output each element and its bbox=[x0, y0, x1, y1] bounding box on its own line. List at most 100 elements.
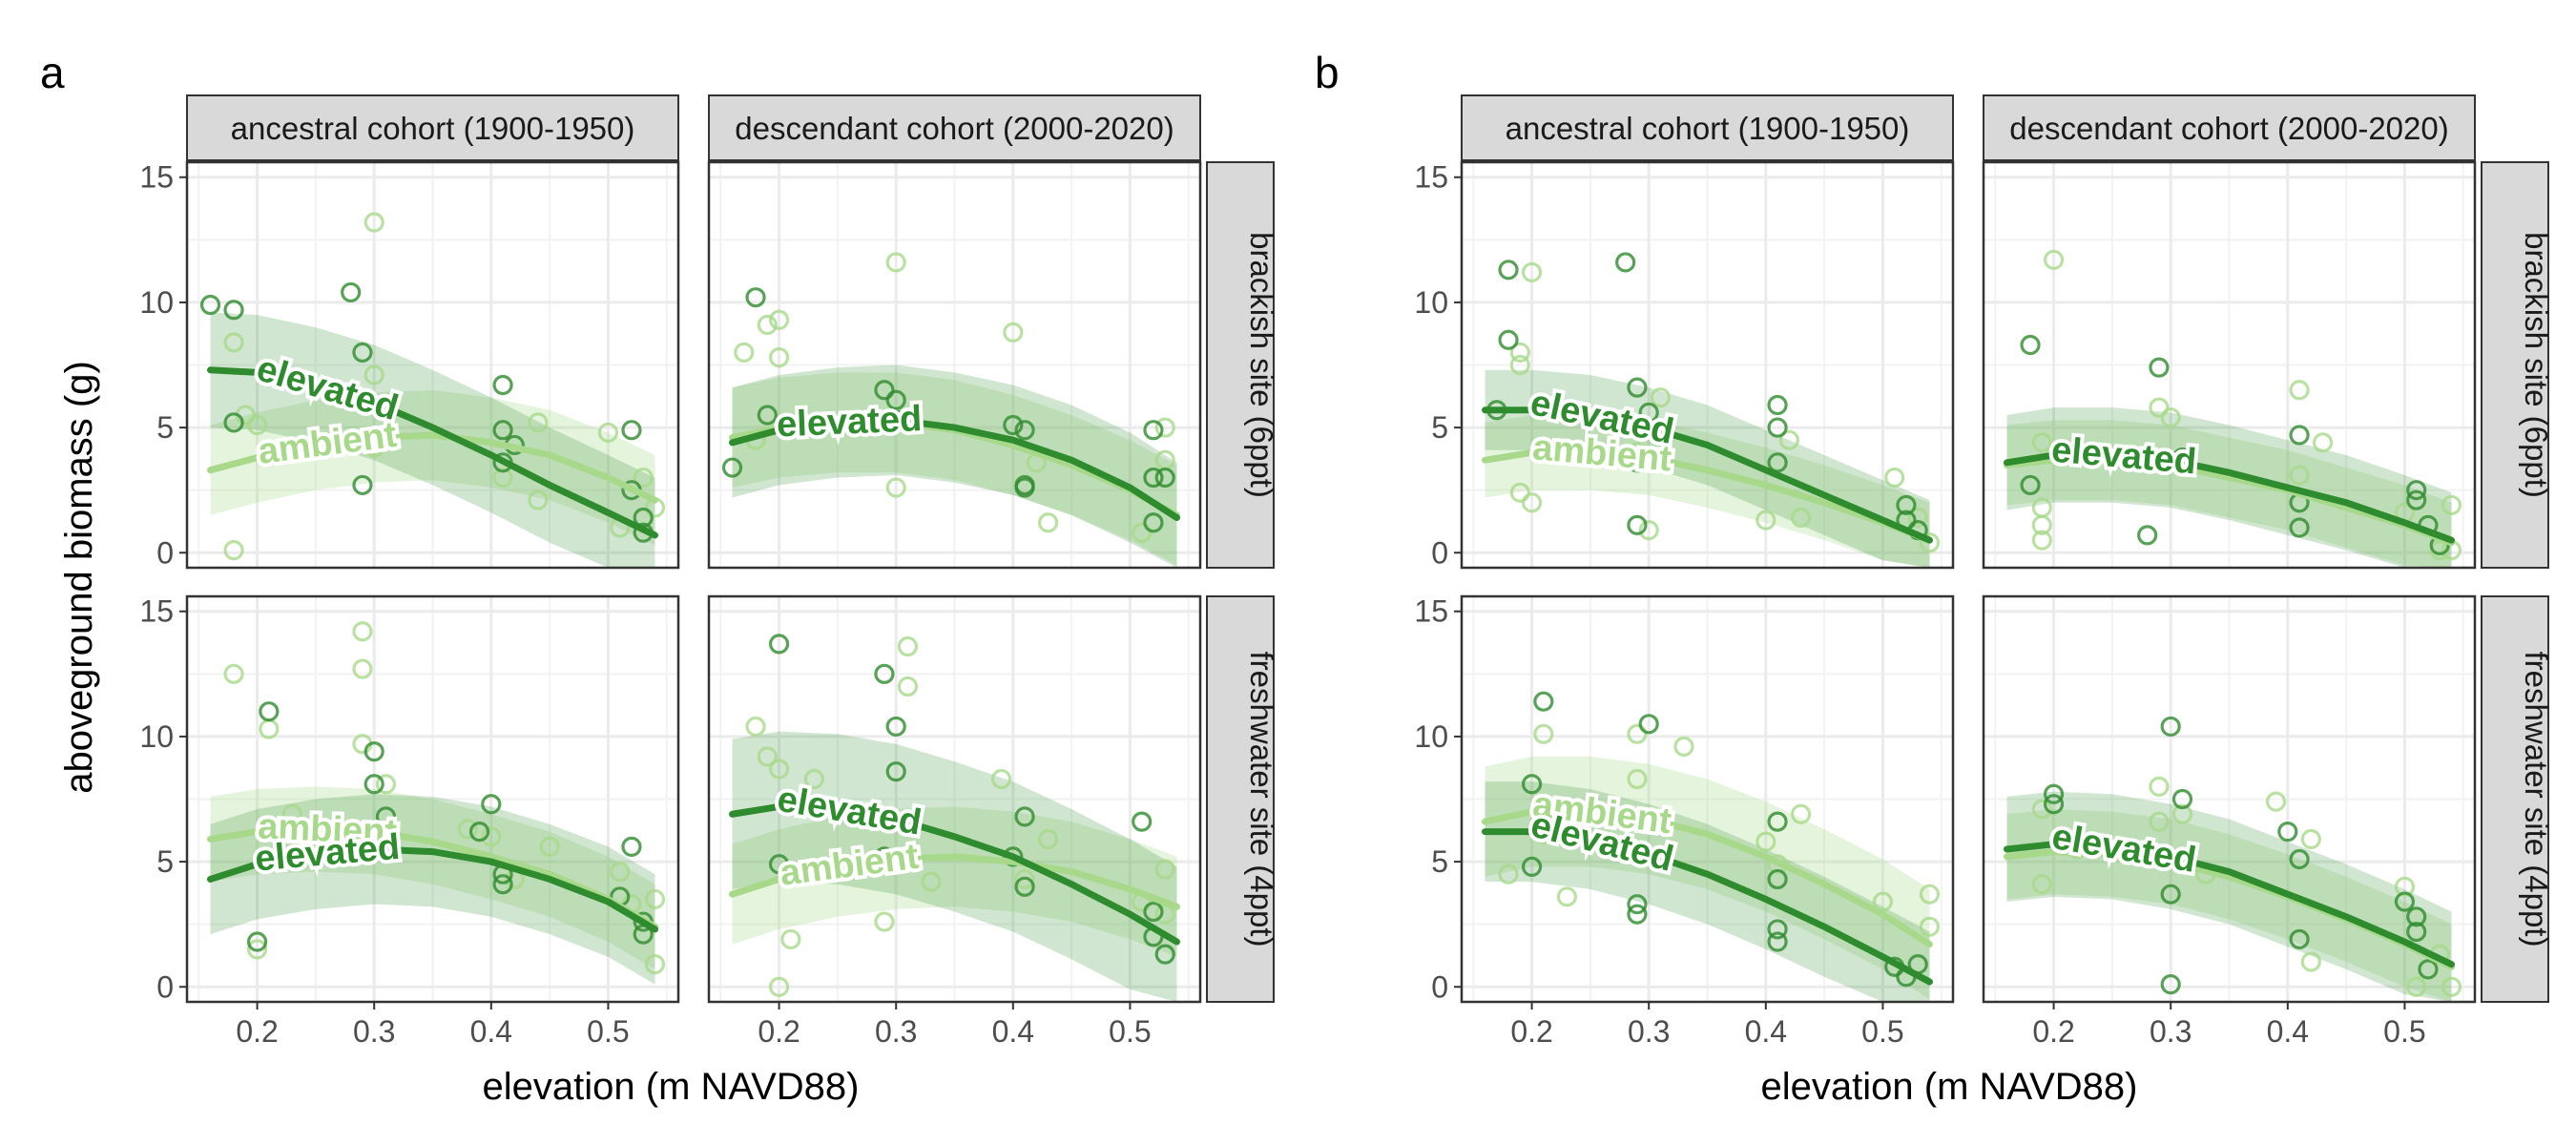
elevated-point bbox=[885, 761, 906, 782]
elevated-fit-line bbox=[207, 845, 658, 933]
column-strip-0-0: ancestral cohort (1900-1950) bbox=[186, 94, 679, 161]
ambient-point bbox=[610, 861, 631, 883]
ambient-point bbox=[1521, 261, 1543, 283]
ambient-confidence-band bbox=[1485, 756, 1930, 1000]
elevated-point bbox=[1143, 512, 1164, 533]
elevated-point bbox=[468, 822, 490, 843]
y-tick-label: 15 bbox=[139, 594, 174, 629]
elevated-point bbox=[492, 874, 513, 895]
row-strip-label: freshwater site (4ppt) bbox=[1244, 652, 1279, 947]
elevated-point bbox=[1154, 467, 1175, 489]
ambient-point bbox=[1638, 520, 1659, 541]
ambient-point bbox=[1132, 522, 1153, 543]
y-tick-label: 5 bbox=[1431, 410, 1448, 445]
x-tick-label: 0.4 bbox=[470, 1014, 512, 1049]
y-tick-label: 0 bbox=[156, 535, 174, 570]
elevated-confidence-band bbox=[1485, 781, 1930, 1002]
elevated-point bbox=[1498, 260, 1519, 281]
y-tick-label: 15 bbox=[1414, 594, 1448, 629]
ambient-point bbox=[352, 621, 373, 642]
ambient-point bbox=[1790, 803, 1812, 824]
elevated-point bbox=[757, 405, 778, 426]
x-tick-label: 0.5 bbox=[587, 1014, 629, 1049]
elevated-fit-line bbox=[2004, 841, 2455, 968]
elevated-point bbox=[223, 300, 244, 321]
elevated-point bbox=[2406, 921, 2427, 943]
elevated-point bbox=[364, 741, 384, 762]
elevated-point bbox=[2149, 357, 2170, 378]
column-strip-bg bbox=[708, 94, 1201, 161]
elevated-point bbox=[2289, 425, 2310, 446]
facet-border bbox=[1982, 160, 2477, 570]
x-axis-title-a: elevation (m NAVD88) bbox=[483, 1066, 860, 1108]
row-strip-bg bbox=[2481, 161, 2549, 569]
ambient-point bbox=[1755, 510, 1776, 531]
elevated-point bbox=[2406, 489, 2427, 510]
ambient-point bbox=[1037, 512, 1059, 533]
elevated-point bbox=[481, 794, 502, 815]
elevated-point bbox=[1003, 414, 1024, 436]
ambient-point bbox=[2031, 530, 2052, 551]
elevated-point bbox=[1143, 901, 1164, 923]
elevated-point bbox=[2418, 959, 2439, 980]
x-tick-label: 0.4 bbox=[992, 1014, 1034, 1049]
ambient-point bbox=[1521, 492, 1543, 513]
ambient-point bbox=[768, 309, 790, 330]
elevated-point bbox=[2406, 906, 2427, 927]
ambient-point bbox=[2394, 876, 2416, 897]
ambient-point bbox=[492, 467, 513, 489]
elevated-point bbox=[2020, 474, 2041, 496]
elevated-point bbox=[1615, 252, 1636, 273]
ambient-point bbox=[457, 819, 478, 840]
elevated-point bbox=[885, 389, 906, 410]
elevated-point bbox=[768, 634, 790, 655]
ambient-point bbox=[1498, 864, 1519, 885]
elevated-confidence-band bbox=[732, 364, 1177, 568]
elevated-point bbox=[2160, 716, 2181, 738]
ambient-point bbox=[2171, 803, 2193, 824]
elevated-point bbox=[2289, 848, 2310, 870]
elevated-point bbox=[2289, 928, 2310, 950]
ambient-point bbox=[1627, 723, 1648, 744]
x-tick-label: 0.3 bbox=[353, 1014, 395, 1049]
y-tick-label: 0 bbox=[156, 969, 174, 1004]
ambient-fit-line bbox=[729, 853, 1180, 910]
ambient-point bbox=[768, 976, 790, 997]
y-tick-label: 15 bbox=[139, 160, 174, 195]
ambient-point bbox=[481, 826, 502, 847]
ambient-point bbox=[1790, 507, 1812, 529]
elevated-fit-line bbox=[2004, 451, 2455, 544]
column-strip-1-0: ancestral cohort (1900-1950) bbox=[1461, 94, 1954, 161]
ambient-point bbox=[757, 746, 778, 767]
ambient-point bbox=[644, 888, 666, 910]
ambient-curve-label: ambient bbox=[257, 806, 398, 852]
ambient-point bbox=[768, 759, 790, 780]
y-tick-label: 0 bbox=[1431, 969, 1448, 1004]
elevated-point bbox=[621, 836, 642, 857]
elevated-point bbox=[1896, 494, 1917, 516]
ambient-point bbox=[2300, 828, 2321, 850]
elevated-fit-line bbox=[1482, 828, 1933, 986]
column-strip-label: ancestral cohort (1900-1950) bbox=[231, 111, 635, 146]
elevated-point bbox=[1533, 691, 1554, 712]
elevated-point bbox=[1638, 714, 1659, 735]
elevated-point bbox=[1627, 894, 1648, 915]
column-strip-bg bbox=[186, 94, 679, 161]
elevated-point bbox=[492, 374, 513, 396]
elevated-point bbox=[2020, 334, 2041, 356]
elevated-point bbox=[621, 420, 642, 441]
ambient-fit-line bbox=[1482, 448, 1933, 544]
elevated-point bbox=[874, 380, 895, 401]
column-strip-0-1: descendant cohort (2000-2020) bbox=[708, 94, 1201, 161]
ambient-point bbox=[1872, 891, 1894, 912]
ambient-point bbox=[1650, 387, 1672, 408]
elevated-fit-line bbox=[207, 366, 658, 539]
x-tick-label: 0.2 bbox=[1510, 1014, 1552, 1049]
elevated-point bbox=[364, 774, 384, 795]
elevated-point bbox=[2043, 783, 2065, 804]
elevated-curve-label: elevated bbox=[776, 399, 923, 445]
